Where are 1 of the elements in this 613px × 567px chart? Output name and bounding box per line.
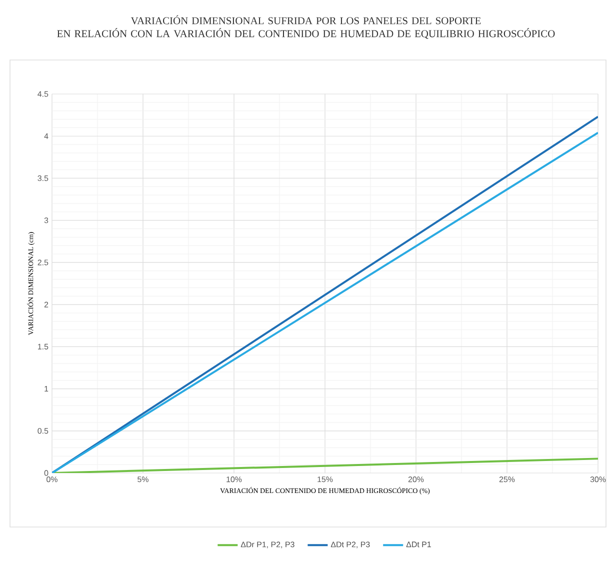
chart-title: VARIACIÓN DIMENSIONAL SUFRIDA POR LOS PANELES DEL SOPORTE EN RELACIÓN CON LA VARIACIÓN DEL CONTENIDO DE HUMEDAD DE EQUILIBRIO HIGROSCÓPICO	[57, 15, 555, 39]
